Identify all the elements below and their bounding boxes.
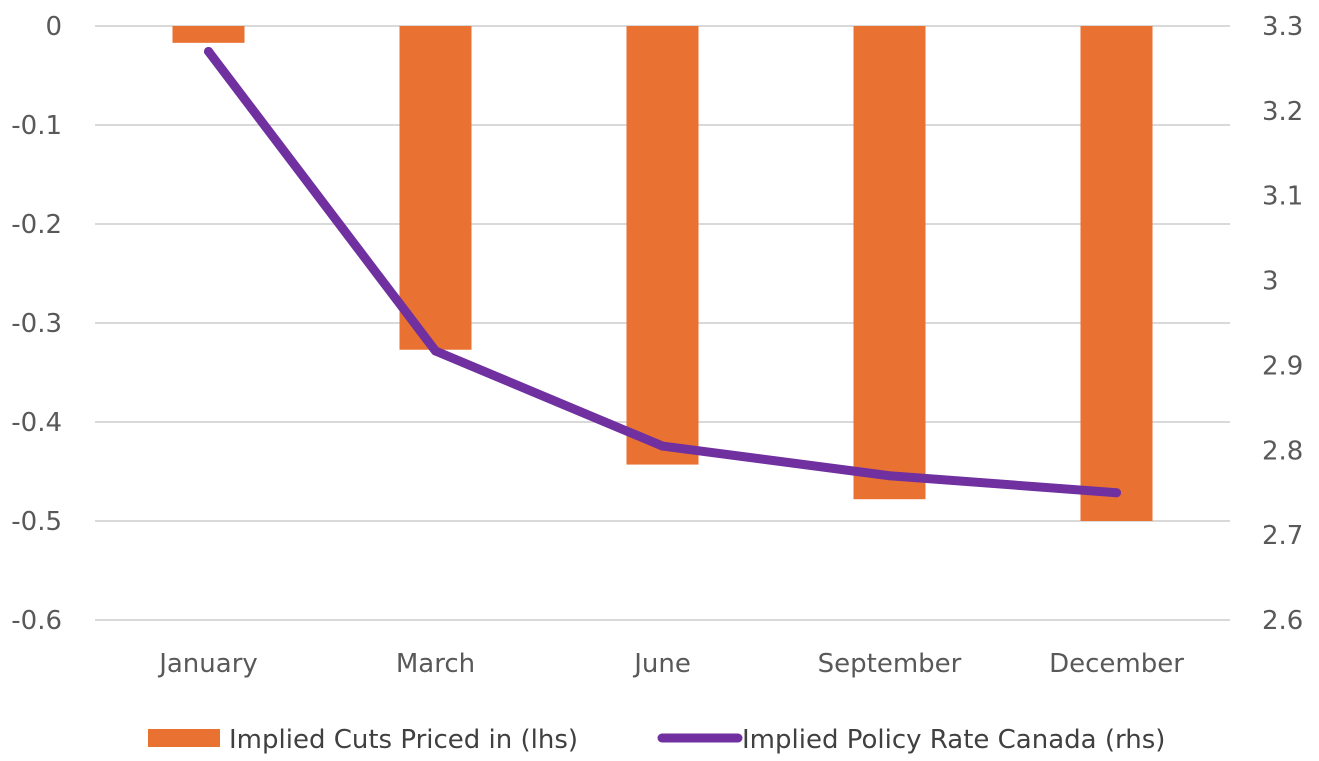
category-label: June [632,649,691,679]
bar [172,26,245,43]
left-tick-label: -0.3 [11,309,62,339]
bar [399,26,472,350]
category-label: January [157,649,258,679]
left-axis: 0 -0.1 -0.2 -0.3 -0.4 -0.5 -0.6 [11,12,62,636]
right-tick-label: 3.3 [1262,12,1303,42]
right-tick-label: 2.8 [1262,436,1303,466]
right-tick-label: 3.1 [1262,182,1303,212]
legend-label-bar: Implied Cuts Priced in (lhs) [229,725,578,755]
legend-label-line: Implied Policy Rate Canada (rhs) [742,725,1165,755]
line-point [204,46,213,56]
line-point [658,441,667,451]
category-label: December [1049,649,1184,679]
category-axis: January March June September December [157,649,1184,679]
line-series [204,46,1121,498]
left-tick-label: -0.6 [11,606,62,636]
bar-series [172,26,1153,521]
left-tick-label: -0.2 [11,210,62,240]
line-point [1112,488,1121,498]
legend: Implied Cuts Priced in (lhs) Implied Pol… [148,725,1165,755]
bar [853,26,926,500]
line-point [885,471,894,481]
bar [1080,26,1153,521]
left-tick-label: -0.5 [11,507,62,537]
category-label: September [818,649,962,679]
right-tick-label: 2.7 [1262,521,1303,551]
line-point [431,346,440,356]
bar [626,26,699,465]
right-tick-label: 2.6 [1262,606,1303,636]
right-tick-label: 3.2 [1262,97,1303,127]
right-tick-label: 3 [1262,267,1279,297]
category-label: March [396,649,475,679]
left-tick-label: -0.1 [11,111,62,141]
left-tick-label: 0 [45,12,62,42]
right-tick-label: 2.9 [1262,351,1303,381]
legend-swatch-bar [148,729,220,747]
right-axis: 3.3 3.2 3.1 3 2.9 2.8 2.7 2.6 [1262,12,1303,636]
left-tick-label: -0.4 [11,408,62,438]
